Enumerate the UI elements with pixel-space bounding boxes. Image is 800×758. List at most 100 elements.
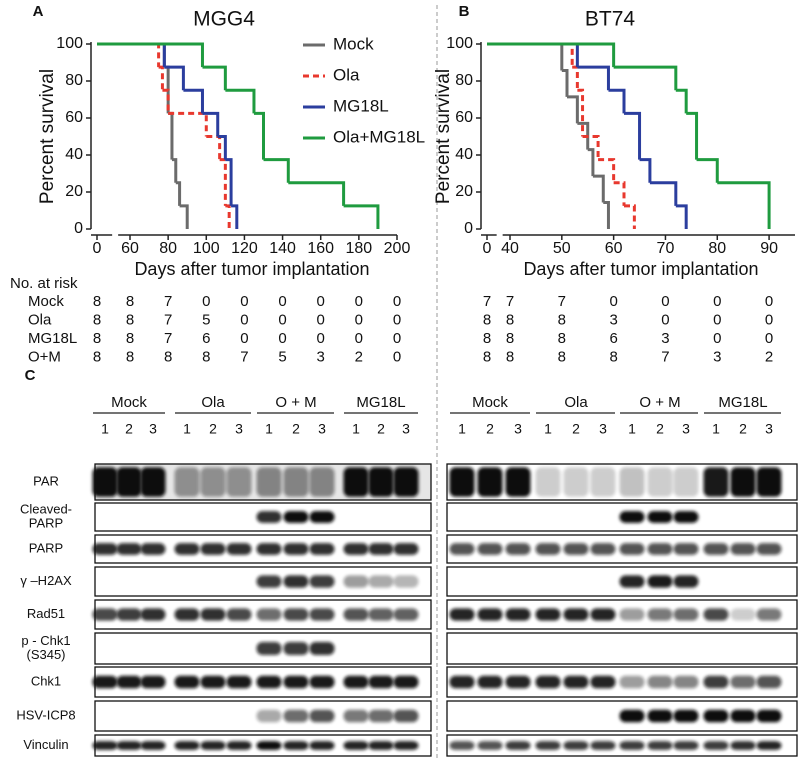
risk-count: 8 xyxy=(126,330,134,347)
band xyxy=(647,467,673,497)
risk-count: 8 xyxy=(506,330,514,347)
band xyxy=(619,511,645,523)
x-tick-label: 200 xyxy=(384,240,411,257)
band xyxy=(174,608,200,621)
band xyxy=(343,575,369,588)
band xyxy=(703,709,729,723)
band xyxy=(256,511,282,523)
x-tick-label: 60 xyxy=(121,240,139,257)
group-label: Mock xyxy=(472,394,508,411)
band xyxy=(535,741,561,750)
x-tick-label: 80 xyxy=(159,240,177,257)
survival-step xyxy=(598,158,616,183)
band xyxy=(283,709,309,723)
risk-count: 8 xyxy=(609,348,617,365)
band xyxy=(673,543,699,555)
band xyxy=(393,608,419,621)
band xyxy=(703,741,729,750)
lane-number: 2 xyxy=(656,421,664,437)
band xyxy=(563,467,589,497)
risk-count: 0 xyxy=(317,311,325,328)
lane-number: 1 xyxy=(628,421,636,437)
x-tick-label: 160 xyxy=(307,240,334,257)
risk-count: 8 xyxy=(202,348,210,365)
risk-count: 2 xyxy=(765,348,773,365)
risk-count: 0 xyxy=(393,311,401,328)
risk-count: 0 xyxy=(713,330,721,347)
band xyxy=(647,741,673,750)
survival-step xyxy=(487,42,564,71)
band xyxy=(309,467,335,497)
survival-step xyxy=(97,42,166,68)
band xyxy=(756,709,782,723)
band xyxy=(200,467,226,497)
band xyxy=(368,741,394,750)
risk-count: 8 xyxy=(483,348,491,365)
band xyxy=(368,467,394,497)
band xyxy=(393,543,419,555)
risk-count: 0 xyxy=(765,293,773,310)
risk-count: 8 xyxy=(483,311,491,328)
band xyxy=(647,709,673,723)
band xyxy=(619,675,645,689)
band xyxy=(673,467,699,497)
band xyxy=(226,467,252,497)
band xyxy=(343,709,369,723)
lane-number: 3 xyxy=(318,421,326,437)
risk-count: 0 xyxy=(240,311,248,328)
band xyxy=(647,608,673,621)
risk-count: 0 xyxy=(661,311,669,328)
band xyxy=(256,467,282,497)
survival-step xyxy=(206,135,222,160)
band xyxy=(393,467,419,497)
band xyxy=(309,543,335,555)
band xyxy=(393,575,419,588)
group-label: Ola xyxy=(201,394,225,411)
blot-row-label: PARP xyxy=(29,515,63,530)
band xyxy=(226,543,252,555)
blot-row-label: Cleaved- xyxy=(20,501,72,516)
chart-title: MGG4 xyxy=(193,8,255,31)
band xyxy=(174,467,200,497)
risk-count: 0 xyxy=(317,330,325,347)
survival-step xyxy=(572,65,579,91)
band xyxy=(343,608,369,621)
risk-count: 6 xyxy=(609,330,617,347)
risk-count: 7 xyxy=(164,330,172,347)
lane-number: 2 xyxy=(486,421,494,437)
band xyxy=(200,675,226,689)
band xyxy=(647,543,673,555)
band xyxy=(283,511,309,523)
band xyxy=(343,675,369,689)
band xyxy=(368,543,394,555)
band xyxy=(730,608,756,621)
blot-row-label: Chk1 xyxy=(31,673,61,688)
blot-row-label: PAR xyxy=(33,473,59,488)
group-label: O + M xyxy=(639,394,680,411)
band xyxy=(449,675,475,689)
y-tick-label: 20 xyxy=(455,183,473,200)
survival-step xyxy=(613,181,626,206)
lane-number: 3 xyxy=(235,421,243,437)
blot-row-label: γ –H2AX xyxy=(20,573,72,588)
risk-count: 8 xyxy=(126,311,134,328)
x-tick-label: 120 xyxy=(231,240,258,257)
survival-step xyxy=(225,204,231,229)
panel-letter: A xyxy=(33,3,44,20)
survival-step xyxy=(649,181,678,206)
group-label: Mock xyxy=(111,394,147,411)
survival-step xyxy=(675,204,688,229)
risk-count: 8 xyxy=(164,348,172,365)
band xyxy=(756,675,782,689)
survival-step xyxy=(162,88,170,114)
survival-step xyxy=(582,135,600,160)
survival-step xyxy=(171,158,178,183)
band xyxy=(563,741,589,750)
x-axis-label: Days after tumor implantation xyxy=(523,259,758,279)
band xyxy=(283,575,309,588)
lane-number: 2 xyxy=(292,421,300,437)
band xyxy=(174,741,200,750)
survival-step xyxy=(219,158,227,206)
band xyxy=(703,543,729,555)
